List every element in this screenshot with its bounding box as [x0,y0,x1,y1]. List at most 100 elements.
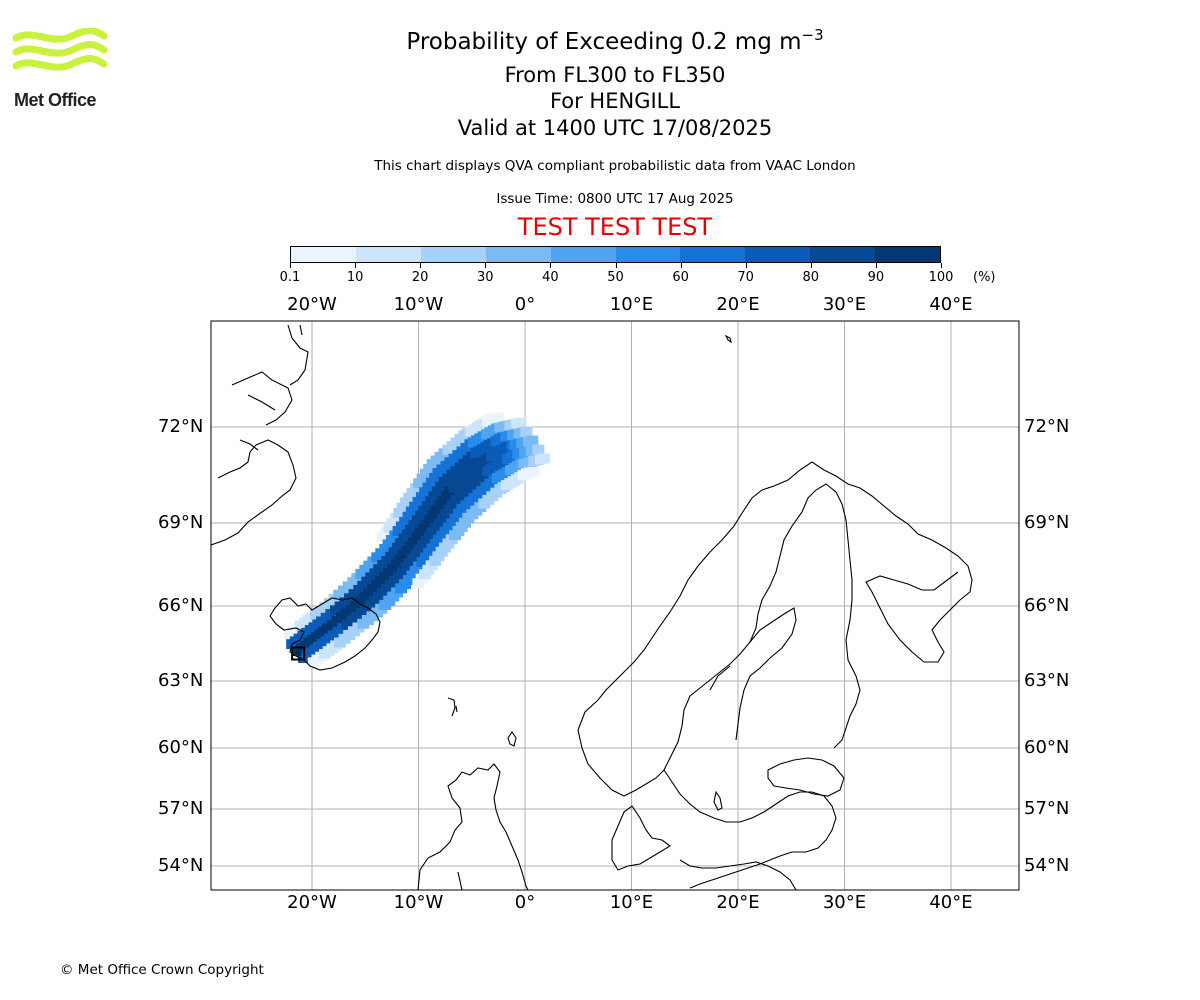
colorbar-tick-label: 20 [411,270,429,285]
colorbar-segment [420,247,486,262]
colorbar-tick-label: 40 [542,270,559,285]
chart-subtitle: This chart displays QVA compliant probab… [374,158,856,174]
coastline-baltic [663,769,837,889]
source-core [295,650,302,657]
coastlines [211,324,973,890]
colorbar-tick [810,263,812,268]
coastline-shetland [507,731,517,747]
colorbar-segment [355,247,421,262]
valid-time: Valid at 1400 UTC 17/08/2025 [457,116,773,140]
chart-title-main: Probability of Exceeding 0.2 mg m [406,29,802,55]
coastline-estonia [767,757,845,797]
colorbar-tick-label: 90 [867,270,885,285]
coastline-greenland [211,324,309,546]
colorbar-unit: (%) [973,270,996,285]
chart-title: Probability of Exceeding 0.2 mg m−3 [0,26,1200,55]
lat-label-left: 57°N [158,798,204,819]
coastline-denmark [611,805,671,871]
copyright-footer: © Met Office Crown Copyright [60,962,264,978]
plume-cell [520,426,533,437]
plume-cell [538,453,551,464]
chart-title-superscript: −3 [801,26,824,44]
lat-label-right: 54°N [1024,855,1070,876]
colorbar-tick-label: 70 [737,270,754,285]
coastline-gulf-of-bothnia [709,607,797,741]
lat-label-right: 57°N [1024,798,1070,819]
lon-label-top: 40°E [929,294,973,315]
logo-text: Met Office [14,90,97,110]
met-office-logo-waves [12,27,108,71]
colorbar-tick [615,263,617,268]
volcano-name: For HENGILL [549,89,681,113]
volcano-source-marker [291,646,306,661]
lon-label-bottom: 20°E [716,892,760,913]
plume-cell [532,444,545,455]
plume-cell [402,511,415,522]
ash-plume [284,412,551,668]
plume-cell [389,513,402,524]
colorbar-segment [680,247,746,262]
coastline-norway-south [577,483,861,797]
colorbar-segment [745,247,811,262]
lon-label-top: 20°W [287,294,337,315]
logo-wave-group [12,27,108,71]
lat-label-left: 54°N [158,855,204,876]
colorbar-tick-label: 60 [672,270,689,285]
colorbar-segment [550,247,616,262]
map-frame [210,320,1020,891]
colorbar-tick [680,263,682,268]
colorbar-tick [485,263,487,268]
coastline-scandinavia [577,461,973,731]
colorbar-tick [745,263,747,268]
lon-label-top: 10°W [393,294,444,315]
lat-label-right: 60°N [1024,737,1070,758]
colorbar-tick [550,263,552,268]
lon-label-bottom: 30°E [822,892,867,913]
coastline-jan-mayen [724,334,732,344]
plume-cell [399,516,412,527]
lon-label-bottom: 40°E [929,892,973,913]
lat-label-right: 66°N [1024,595,1070,616]
colorbar-tick-label: 80 [802,270,820,285]
lon-label-top: 20°E [716,294,760,315]
colorbar-tick-label: 10 [346,270,364,285]
colorbar-tick-label: 100 [928,270,954,285]
lon-label-top: 0° [514,294,536,315]
lon-label-bottom: 20°W [287,892,337,913]
colorbar-tick-label: 0.1 [279,270,301,285]
test-banner: TEST TEST TEST [517,213,713,241]
colorbar-segment [485,247,551,262]
coastline-gotland [713,790,723,811]
lat-label-left: 72°N [158,416,204,437]
lat-label-left: 69°N [158,512,204,533]
colorbar-segment [875,247,941,262]
colorbar-segment [291,247,356,262]
colorbar [290,246,941,263]
lat-label-left: 60°N [158,737,204,758]
lon-label-bottom: 0° [514,892,536,913]
lat-label-left: 63°N [158,670,204,691]
lon-label-bottom: 10°E [609,892,654,913]
flight-level-range: From FL300 to FL350 [504,63,726,87]
colorbar-segment [615,247,681,262]
colorbar-tick [875,263,877,268]
plume-cell [514,417,527,428]
coastline-faroe [447,697,458,717]
lat-label-right: 72°N [1024,416,1070,437]
lat-label-right: 69°N [1024,512,1070,533]
lon-label-top: 30°E [822,294,867,315]
lat-label-left: 66°N [158,595,204,616]
coastline-poland [679,859,797,890]
plume-cell [527,466,540,477]
colorbar-tick-label: 50 [607,270,624,285]
plume-cell [526,435,539,446]
issue-time: Issue Time: 0800 UTC 17 Aug 2025 [496,191,734,207]
met-office-logo: Met Office [12,27,112,116]
colorbar-tick [355,263,357,268]
lon-label-top: 10°E [609,294,654,315]
colorbar-tick-label: 30 [477,270,494,285]
colorbar-segment [810,247,876,262]
plume-cell [393,507,406,518]
source-box [291,646,306,661]
